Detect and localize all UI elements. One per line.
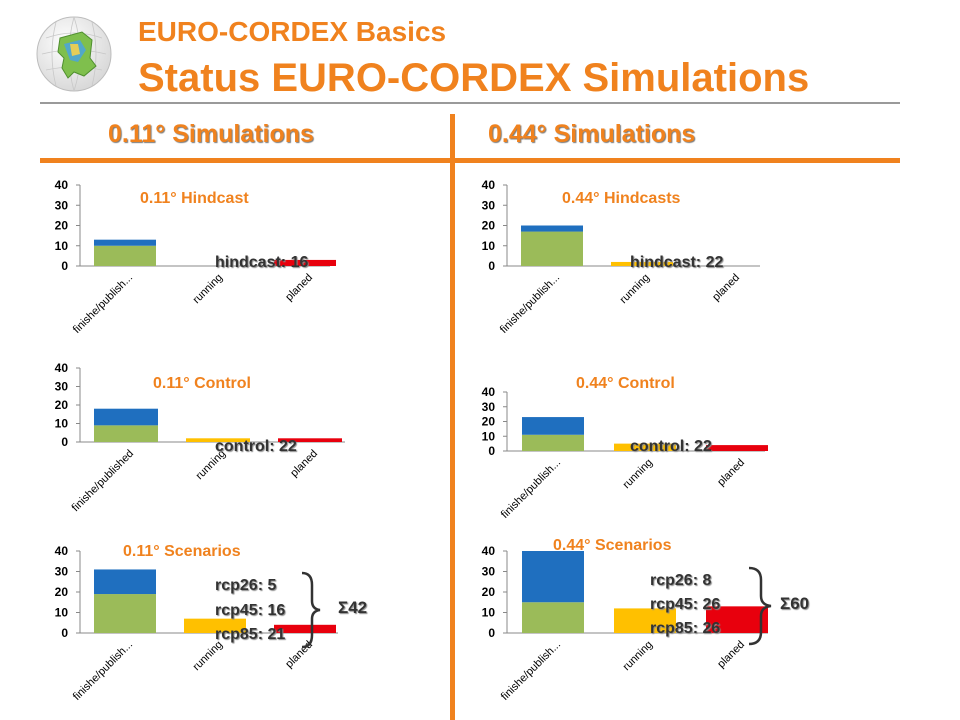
y-tick-label: 20 (55, 219, 69, 233)
bar-segment (278, 438, 342, 442)
chart-title: 0.11° Scenarios (123, 543, 241, 560)
y-tick-label: 10 (55, 606, 69, 620)
annotation-control-011: control: 22 (215, 438, 297, 455)
sum-044: Σ60 (780, 594, 810, 613)
column-divider (450, 114, 455, 720)
sum-011: Σ42 (338, 598, 368, 617)
y-tick-label: 10 (482, 606, 496, 620)
chart-title: 0.44° Scenarios (553, 537, 672, 554)
annotation-rcp85-011: rcp85: 21 (215, 626, 286, 643)
x-tick-label: planed (283, 272, 315, 304)
y-tick-label: 40 (55, 178, 69, 192)
y-tick-label: 30 (482, 565, 496, 579)
y-tick-label: 30 (482, 198, 496, 212)
x-tick-label: running (621, 457, 655, 491)
bar-segment (274, 259, 336, 266)
bar-segment (614, 608, 676, 633)
x-tick-label: planed (710, 272, 742, 304)
y-tick-label: 0 (61, 626, 68, 640)
y-tick-label: 0 (488, 444, 495, 458)
y-tick-label: 30 (482, 400, 496, 414)
y-tick-label: 0 (61, 435, 68, 449)
column-heading-0-44: 0.44° Simulations (488, 120, 696, 148)
y-tick-label: 10 (482, 239, 496, 253)
bar-segment (94, 239, 156, 246)
x-tick-label: finishe/publish... (71, 272, 135, 336)
x-tick-label: planed (715, 457, 747, 489)
page-title: Status EURO-CORDEX Simulations (138, 56, 810, 100)
bar-segment (522, 417, 584, 435)
y-tick-label: 40 (55, 361, 69, 375)
page-subtitle: EURO-CORDEX Basics (138, 16, 447, 47)
bar-segment (521, 231, 583, 266)
bar-segment (614, 443, 676, 451)
y-tick-label: 30 (55, 380, 69, 394)
y-tick-label: 30 (55, 198, 69, 212)
column-heading-0-11: 0.11° Simulations (108, 120, 314, 148)
bar-segment (94, 245, 156, 266)
annotation-hindcast-044: hindcast: 22 (630, 254, 724, 271)
x-tick-label: finishe/publish... (499, 639, 563, 703)
x-tick-label: running (621, 639, 655, 673)
annotation-rcp26-044: rcp26: 8 (650, 572, 712, 589)
x-tick-label: finishe/publish... (498, 272, 562, 336)
annotation-rcp26-011: rcp26: 5 (215, 577, 277, 594)
chart-title: 0.44° Hindcasts (562, 190, 681, 207)
x-tick-label: finishe/publish... (71, 639, 135, 703)
y-tick-label: 20 (482, 585, 496, 599)
x-tick-label: finishe/published (70, 448, 136, 514)
bar-segment (94, 594, 156, 633)
bar-segment (186, 438, 250, 442)
bar-segment (522, 551, 584, 603)
y-tick-label: 20 (55, 398, 69, 412)
brace-011 (301, 571, 321, 649)
y-tick-label: 40 (55, 544, 69, 558)
y-tick-label: 40 (482, 544, 496, 558)
bar-segment (706, 606, 768, 633)
chart-title: 0.11° Control (153, 375, 251, 392)
header-divider (40, 102, 900, 104)
globe-europe-icon (36, 16, 112, 92)
y-tick-label: 10 (55, 417, 69, 431)
annotation-rcp45-044: rcp45: 26 (650, 596, 721, 613)
bar-segment (522, 602, 584, 633)
bar-segment (706, 445, 768, 451)
bar-segment (611, 261, 673, 266)
chart-title: 0.44° Control (576, 375, 675, 392)
annotation-hindcast-011: hindcast: 16 (215, 254, 309, 271)
bar-segment (94, 408, 158, 426)
chart-title: 0.11° Hindcast (140, 190, 249, 207)
chart-s11: 0 10 20 30 40 0.11° Scenarios finishe/publish.… (55, 543, 338, 703)
bar-segment (184, 618, 246, 633)
y-tick-label: 40 (482, 178, 496, 192)
y-tick-label: 20 (482, 219, 496, 233)
y-tick-label: 10 (482, 429, 496, 443)
bar-segment (521, 225, 583, 232)
x-tick-label: finishe/publish... (499, 457, 563, 521)
bar-segment (274, 624, 336, 633)
y-tick-label: 0 (488, 626, 495, 640)
chart-s44: 0 10 20 30 40 0.44° Scenarios finishe/publish.… (482, 537, 768, 703)
bar-segment (94, 569, 156, 595)
y-tick-label: 0 (488, 259, 495, 273)
x-tick-label: planed (715, 639, 747, 671)
y-tick-label: 0 (61, 259, 68, 273)
y-tick-label: 20 (55, 585, 69, 599)
annotation-control-044: control: 22 (630, 438, 712, 455)
y-tick-label: 10 (55, 239, 69, 253)
bar-segment (522, 434, 584, 451)
y-tick-label: 30 (55, 565, 69, 579)
brace-044 (748, 566, 772, 646)
x-tick-label: running (191, 272, 225, 306)
x-tick-label: running (618, 272, 652, 306)
y-tick-label: 20 (482, 415, 496, 429)
section-divider (40, 158, 900, 163)
annotation-rcp45-011: rcp45: 16 (215, 602, 286, 619)
annotation-rcp85-044: rcp85: 26 (650, 620, 721, 637)
bar-segment (94, 425, 158, 442)
y-tick-label: 40 (482, 385, 496, 399)
